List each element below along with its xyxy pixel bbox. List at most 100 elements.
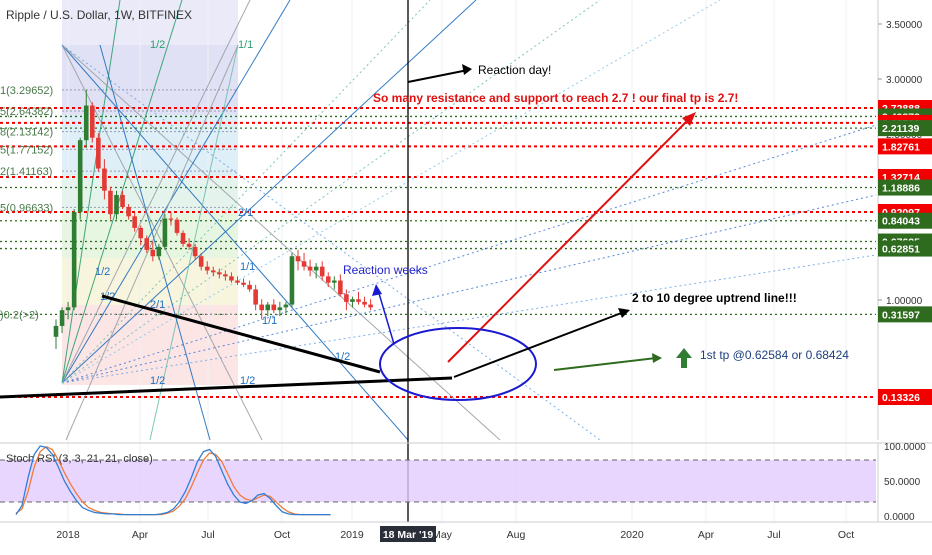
fib-label: )0.2(>2) xyxy=(0,309,39,321)
time-cursor-label: 18 Mar '19 xyxy=(383,529,434,541)
gann-fan-line xyxy=(61,0,601,384)
up-arrow-icon xyxy=(676,348,692,368)
gann-fan-line xyxy=(61,0,121,384)
time-tick-label: Oct xyxy=(838,529,854,541)
time-tick-label: 2020 xyxy=(620,529,644,541)
candle-body xyxy=(71,212,77,308)
price-label-box xyxy=(878,179,932,196)
candle-body xyxy=(174,219,180,233)
candle-body xyxy=(138,227,143,239)
gann-fan-line xyxy=(61,0,183,384)
candle-body xyxy=(211,270,216,273)
price-label-text: 0.84043 xyxy=(882,216,920,228)
gann-fan-line xyxy=(61,44,501,441)
gann-label: 1/2 xyxy=(150,39,165,51)
gann-fan-line xyxy=(149,44,239,441)
price-label-text: 1.18886 xyxy=(882,183,920,195)
price-tick-label: 1.00000 xyxy=(886,296,923,307)
fib-zone xyxy=(62,305,238,385)
gann-fan-line xyxy=(61,254,877,384)
time-tick-label: Apr xyxy=(132,529,149,541)
stoch-tick-label: 50.0000 xyxy=(884,477,921,488)
time-tick-label: Apr xyxy=(698,529,715,541)
stoch-tick-label: 100.0000 xyxy=(884,442,926,453)
time-tick-label: Aug xyxy=(507,529,526,541)
fib-label: 1(3.29652) xyxy=(0,85,53,97)
candle-body xyxy=(283,304,289,308)
gann-label: 2/1 xyxy=(238,207,253,219)
time-tick-label: Jul xyxy=(767,529,780,541)
target-arrow xyxy=(447,117,691,363)
gann-fan-line xyxy=(61,0,477,384)
candle-body xyxy=(338,280,343,295)
stoch-tick-label: 0.0000 xyxy=(884,512,915,523)
price-label-text: 0.62851 xyxy=(882,244,920,256)
candle-body xyxy=(217,272,222,275)
reaction-ellipse xyxy=(379,327,537,401)
reaction-weeks-label: Reaction weeks xyxy=(343,263,428,277)
candle-body xyxy=(120,194,125,208)
price-label-text: 1.82761 xyxy=(882,141,920,153)
gann-fan-line xyxy=(61,44,409,441)
candle-body xyxy=(289,256,295,305)
candle-body xyxy=(168,218,174,220)
candle-body xyxy=(235,280,240,283)
candle-body xyxy=(162,218,168,247)
price-label-box xyxy=(878,120,932,137)
candle-body xyxy=(319,266,325,277)
fib-label: 5(0.96633) xyxy=(0,202,53,214)
gann-fan-line xyxy=(61,0,251,384)
first-tp-arrow xyxy=(553,357,657,371)
candle-body xyxy=(90,105,95,138)
candle-body xyxy=(247,284,252,290)
resistance-note: So many resistance and support to reach … xyxy=(373,91,738,105)
reaction-weeks-arrowhead xyxy=(372,284,382,296)
price-label-box xyxy=(878,212,932,229)
reaction-day-arrow xyxy=(407,69,469,83)
candle-body xyxy=(259,304,264,311)
price-label-box xyxy=(878,138,932,155)
price-label-box xyxy=(878,240,932,257)
candle-body xyxy=(313,266,319,271)
candle-body xyxy=(301,261,307,267)
reaction-day-arrowhead xyxy=(462,64,472,75)
gann-fan-line xyxy=(61,0,431,384)
reaction-day-label: Reaction day! xyxy=(478,63,551,77)
candle-body xyxy=(204,266,210,271)
candle-body xyxy=(362,301,367,305)
gann-fan-line xyxy=(61,44,263,441)
stoch-k-line xyxy=(15,445,331,516)
candle-body xyxy=(102,168,107,191)
gann-fan-line xyxy=(61,124,877,384)
first-tp-arrowhead xyxy=(652,353,662,363)
fib-label: 5(1.77152) xyxy=(0,144,53,156)
candle-body xyxy=(223,274,228,277)
candle-body xyxy=(295,256,301,262)
candle-body xyxy=(344,294,349,302)
candle-body xyxy=(368,304,373,308)
candle-body xyxy=(186,243,192,247)
gann-fan-line xyxy=(61,44,601,441)
candle-body xyxy=(332,280,337,283)
candle-body xyxy=(83,105,89,141)
gann-label: 1/2 xyxy=(240,375,255,387)
candle-body xyxy=(356,299,361,302)
time-tick-label: Oct xyxy=(274,529,290,541)
uptrend-arrow xyxy=(453,311,625,378)
price-label-box xyxy=(878,389,932,405)
candle-body xyxy=(126,207,131,217)
candle-body xyxy=(307,266,313,271)
candle-body xyxy=(325,276,331,283)
fib-zone xyxy=(62,258,238,305)
candle-body xyxy=(265,304,271,311)
gann-fan-line xyxy=(65,44,239,441)
candle-body xyxy=(108,190,113,215)
time-tick-label: 2019 xyxy=(340,529,364,541)
target-arrowhead xyxy=(682,112,696,126)
candle-body xyxy=(132,216,137,228)
lower-trendline xyxy=(0,376,453,399)
time-tick-label: May xyxy=(432,529,453,541)
gann-fan-line xyxy=(61,194,877,384)
